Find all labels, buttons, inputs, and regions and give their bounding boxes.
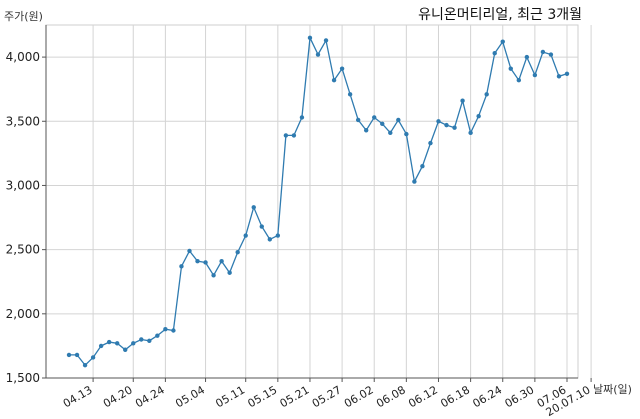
x-tick-label: 05.27 (310, 383, 344, 410)
data-point (267, 237, 273, 242)
x-tick-label: 04.24 (133, 383, 167, 410)
data-point (275, 233, 281, 238)
data-point (476, 113, 481, 119)
data-point (114, 341, 120, 346)
x-tick-label: 06.02 (342, 383, 376, 410)
data-point (460, 98, 465, 103)
x-tick-label: 05.11 (213, 383, 247, 410)
data-point (420, 164, 425, 169)
y-tick-label: 4,000 (6, 50, 40, 64)
data-point (564, 71, 570, 76)
data-point (347, 92, 353, 97)
x-tick-label: 06.24 (470, 383, 504, 410)
data-point (331, 77, 337, 83)
data-point (243, 233, 248, 238)
x-tick-label: 06.18 (438, 383, 472, 410)
x-tick-label: 05.04 (173, 383, 207, 410)
x-tick-label: 05.15 (246, 383, 280, 410)
data-point (106, 339, 112, 345)
data-point (508, 66, 513, 71)
data-point (396, 117, 401, 123)
data-point (484, 92, 489, 97)
data-point (251, 205, 256, 210)
data-point (355, 117, 361, 123)
data-point (171, 328, 176, 333)
y-tick-label: 3,500 (6, 114, 40, 128)
x-tick-label: 04.20 (101, 383, 135, 410)
data-point (323, 38, 329, 43)
data-point (123, 347, 128, 352)
data-point (516, 77, 522, 83)
x-tick-label: 06.12 (406, 383, 440, 410)
data-point (283, 133, 289, 138)
data-point (524, 54, 530, 60)
data-point (227, 270, 232, 275)
data-point (540, 49, 546, 55)
data-point (219, 258, 224, 264)
data-point (307, 35, 313, 41)
data-point (404, 131, 409, 137)
data-point (412, 179, 417, 184)
data-point (211, 273, 216, 278)
series-line (69, 35, 568, 367)
data-point (139, 337, 144, 342)
data-point (163, 327, 168, 332)
y-tick-label: 3,000 (6, 178, 40, 192)
data-point (82, 362, 88, 368)
data-point (452, 125, 457, 130)
y-axis-label: 주가(원) (4, 10, 43, 23)
data-point (179, 264, 184, 269)
data-point (155, 333, 160, 338)
data-point (428, 140, 433, 146)
x-tick-label: 06.08 (374, 383, 408, 410)
data-point (74, 352, 80, 358)
data-point (90, 355, 96, 360)
data-point (235, 250, 240, 255)
data-point (66, 352, 72, 358)
data-point (380, 121, 385, 127)
data-point (468, 130, 473, 136)
data-point (315, 52, 321, 57)
chart-title: 유니온머티리얼, 최근 3개월 (418, 7, 582, 23)
data-point (372, 115, 377, 120)
data-point (444, 122, 449, 128)
data-point (339, 66, 345, 71)
data-point (147, 338, 152, 343)
data-point (187, 248, 192, 254)
y-tick-label: 1,500 (6, 371, 40, 385)
data-point (548, 52, 554, 57)
data-point (363, 128, 369, 133)
y-tick-label: 2,000 (6, 307, 40, 321)
data-point (556, 74, 562, 79)
x-axis-label: 날짜(일) (593, 383, 632, 396)
data-point (203, 260, 208, 265)
x-tick-label: 06.30 (503, 383, 537, 410)
data-point (388, 130, 393, 136)
data-point (98, 343, 104, 349)
data-point (291, 133, 297, 138)
y-tick-label: 2,500 (6, 243, 40, 257)
data-point (259, 224, 264, 229)
x-tick-label: 05.21 (278, 383, 312, 410)
data-point (299, 115, 305, 120)
x-tick-label: 04.13 (61, 383, 95, 410)
data-point (492, 51, 497, 56)
data-point (500, 39, 505, 44)
plot-frame (45, 24, 579, 379)
data-point (436, 119, 441, 124)
data-point (195, 258, 200, 264)
data-point (131, 341, 136, 346)
data-point (532, 72, 538, 78)
